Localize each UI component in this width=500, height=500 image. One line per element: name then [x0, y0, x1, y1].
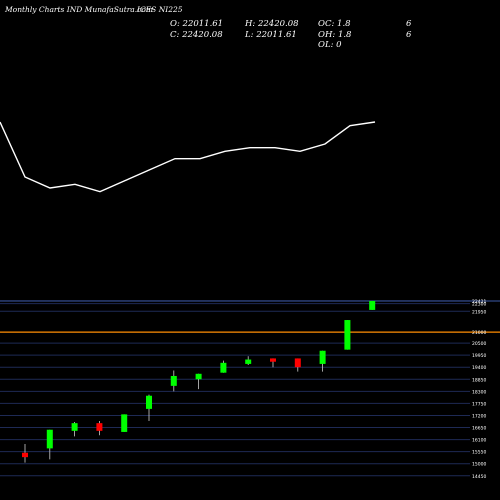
ohlc-close: C: 22420.08 [170, 30, 223, 40]
y-tick-label: 16100 [472, 438, 486, 444]
candle-body-up [170, 375, 177, 386]
ohlc-open: O: 22011.61 [170, 19, 223, 29]
candle-body-up [319, 350, 326, 364]
chart-source-title: Monthly Charts IND MunafaSutra.com [4, 5, 153, 14]
candle [46, 429, 53, 460]
candle [195, 373, 202, 390]
y-tick-label: 17750 [472, 401, 486, 407]
candle-body-down [270, 358, 276, 362]
y-tick-label: 16650 [472, 426, 486, 432]
candle [220, 360, 227, 373]
y-tick-label: 22300 [472, 302, 486, 308]
candle-body-down [22, 452, 28, 458]
ohlc-oh: OH: 1.8 [318, 30, 352, 40]
candle [96, 420, 103, 436]
y-tick-label: 15550 [472, 450, 486, 456]
candle-body-up [121, 414, 128, 432]
candle [121, 414, 128, 432]
candle [146, 394, 152, 421]
candle-body-down [96, 423, 103, 431]
y-tick-label: 15000 [472, 462, 486, 468]
ohlc-high: H: 22420.08 [244, 19, 299, 29]
ohlc-oc: OC: 1.8 [318, 19, 351, 29]
candle-body-up [220, 362, 227, 373]
candle-body-up [344, 320, 351, 350]
candle [71, 422, 78, 437]
candle-body-up [71, 423, 78, 431]
candle [319, 350, 326, 372]
candle [270, 358, 276, 368]
y-tick-label: 21950 [472, 309, 486, 315]
candle [22, 443, 28, 463]
candle-body-up [245, 359, 252, 364]
y-tick-label: 18850 [472, 377, 486, 383]
candle-body-up [369, 300, 376, 310]
y-tick-label: 17200 [472, 413, 486, 419]
candle-body-up [46, 429, 53, 449]
ohlc-ol: OL: 0 [318, 40, 342, 50]
y-tick-label: 20500 [472, 341, 486, 347]
ohlc-low: L: 22011.61 [244, 30, 297, 40]
y-tick-label: 22421 [472, 299, 486, 305]
ohlc-oc-suffix: 6 [406, 19, 412, 29]
chart-symbol: ICES NI225 [136, 5, 183, 14]
candle-body-up [146, 395, 152, 409]
candle-body-up [195, 373, 202, 380]
candle [170, 370, 177, 392]
y-tick-label: 21000 [472, 330, 486, 336]
y-tick-label: 19950 [472, 353, 486, 359]
indicator-line [0, 121, 376, 193]
y-tick-label: 18300 [472, 389, 486, 395]
candle [369, 300, 376, 310]
candle [294, 358, 301, 372]
ohlc-oh-suffix: 6 [406, 30, 412, 40]
y-tick-label: 14450 [472, 474, 486, 480]
candle [245, 356, 252, 366]
candle [344, 320, 351, 350]
candle-body-down [294, 358, 301, 368]
y-tick-label: 19400 [472, 365, 486, 371]
chart-grid [0, 300, 500, 477]
candles-layer [22, 300, 376, 463]
indicator-line-layer [0, 121, 376, 193]
